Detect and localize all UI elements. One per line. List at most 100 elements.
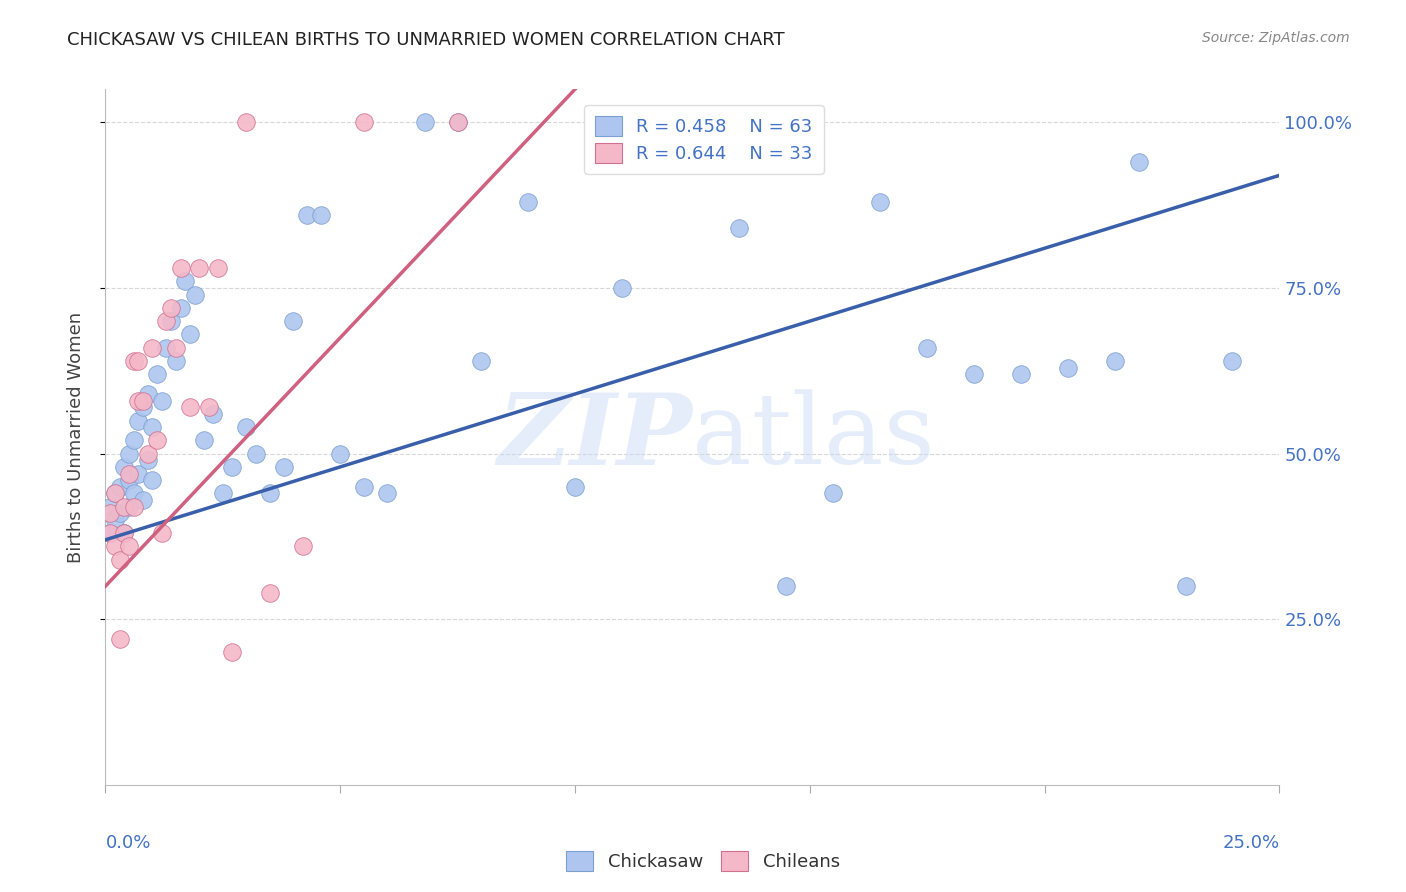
Point xyxy=(122,354,145,368)
Point xyxy=(127,413,149,427)
Point xyxy=(150,393,173,408)
Point xyxy=(188,261,211,276)
Point xyxy=(112,526,135,541)
Point xyxy=(165,341,187,355)
Point xyxy=(915,341,938,355)
Point xyxy=(118,467,141,481)
Text: 25.0%: 25.0% xyxy=(1222,834,1279,852)
Text: ZIP: ZIP xyxy=(498,389,692,485)
Point xyxy=(1174,579,1197,593)
Point xyxy=(112,500,135,514)
Point xyxy=(179,327,201,342)
Point xyxy=(160,314,183,328)
Point xyxy=(169,261,191,276)
Point xyxy=(146,434,169,448)
Point xyxy=(98,526,121,541)
Point xyxy=(470,354,492,368)
Point xyxy=(165,354,187,368)
Point xyxy=(446,115,468,129)
Point xyxy=(132,393,155,408)
Point xyxy=(174,274,197,288)
Point xyxy=(517,194,540,209)
Point xyxy=(98,526,121,541)
Point xyxy=(155,341,177,355)
Point xyxy=(963,367,986,381)
Point xyxy=(132,493,155,508)
Point xyxy=(1104,354,1126,368)
Point xyxy=(98,500,121,514)
Point xyxy=(132,401,155,415)
Y-axis label: Births to Unmarried Women: Births to Unmarried Women xyxy=(66,311,84,563)
Point xyxy=(823,486,845,500)
Point xyxy=(197,401,219,415)
Point xyxy=(1128,155,1150,169)
Point xyxy=(259,486,281,500)
Point xyxy=(118,473,141,487)
Point xyxy=(112,526,135,541)
Point xyxy=(160,301,183,315)
Point xyxy=(273,459,295,474)
Point xyxy=(221,645,243,659)
Point xyxy=(122,500,145,514)
Point xyxy=(104,486,127,500)
Point xyxy=(211,486,233,500)
Point xyxy=(104,513,127,527)
Point xyxy=(1010,367,1032,381)
Point xyxy=(136,447,159,461)
Point xyxy=(610,281,633,295)
Text: Source: ZipAtlas.com: Source: ZipAtlas.com xyxy=(1202,31,1350,45)
Point xyxy=(235,115,257,129)
Point xyxy=(141,341,163,355)
Point xyxy=(681,115,703,129)
Point xyxy=(329,447,352,461)
Point xyxy=(122,434,145,448)
Point xyxy=(146,367,169,381)
Point xyxy=(353,115,375,129)
Text: 0.0%: 0.0% xyxy=(105,834,150,852)
Point xyxy=(775,579,797,593)
Point xyxy=(150,526,173,541)
Point xyxy=(104,486,127,500)
Legend: Chickasaw, Chileans: Chickasaw, Chileans xyxy=(560,844,846,879)
Point xyxy=(108,506,131,520)
Point xyxy=(413,115,436,129)
Point xyxy=(108,632,131,647)
Point xyxy=(127,467,149,481)
Point xyxy=(112,459,135,474)
Point xyxy=(136,387,159,401)
Point xyxy=(127,393,149,408)
Point xyxy=(141,473,163,487)
Legend: R = 0.458    N = 63, R = 0.644    N = 33: R = 0.458 N = 63, R = 0.644 N = 33 xyxy=(583,105,824,174)
Point xyxy=(1222,354,1244,368)
Text: CHICKASAW VS CHILEAN BIRTHS TO UNMARRIED WOMEN CORRELATION CHART: CHICKASAW VS CHILEAN BIRTHS TO UNMARRIED… xyxy=(67,31,785,49)
Point xyxy=(869,194,891,209)
Text: atlas: atlas xyxy=(692,389,935,485)
Point xyxy=(118,447,141,461)
Point xyxy=(311,208,333,222)
Point xyxy=(98,506,121,520)
Point xyxy=(245,447,267,461)
Point xyxy=(1057,360,1080,375)
Point xyxy=(728,221,751,235)
Point xyxy=(375,486,398,500)
Point xyxy=(179,401,201,415)
Point xyxy=(446,115,468,129)
Point xyxy=(259,586,281,600)
Point xyxy=(104,540,127,554)
Point xyxy=(183,287,205,301)
Point xyxy=(564,480,586,494)
Point xyxy=(108,552,131,566)
Point xyxy=(118,540,141,554)
Point xyxy=(169,301,191,315)
Point xyxy=(235,420,257,434)
Point xyxy=(136,453,159,467)
Point xyxy=(207,261,229,276)
Point xyxy=(221,459,243,474)
Point xyxy=(141,420,163,434)
Point xyxy=(108,480,131,494)
Point xyxy=(297,208,319,222)
Point xyxy=(283,314,305,328)
Point xyxy=(291,540,314,554)
Point xyxy=(202,407,225,421)
Point xyxy=(193,434,215,448)
